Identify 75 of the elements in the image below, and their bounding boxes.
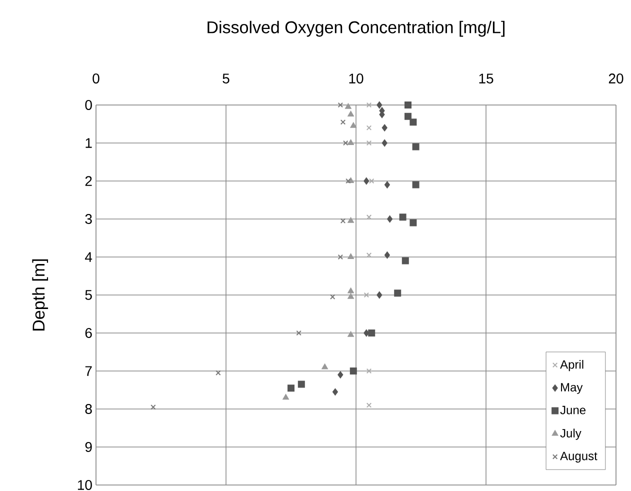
point <box>150 404 156 410</box>
x-axis-title: Dissolved Oxygen Concentration [mg/L] <box>208 20 505 37</box>
point <box>364 292 370 298</box>
point <box>382 124 388 132</box>
y-tick-label: 5 <box>85 290 92 300</box>
point <box>216 370 221 376</box>
point <box>382 140 388 147</box>
point <box>296 330 302 336</box>
point <box>387 216 393 223</box>
point <box>348 111 354 117</box>
point <box>366 125 372 130</box>
point <box>350 368 357 375</box>
point <box>384 181 390 188</box>
point <box>402 257 409 264</box>
point <box>298 380 305 388</box>
legend-label: May <box>561 383 583 394</box>
point <box>348 288 354 294</box>
point <box>288 384 294 392</box>
point <box>348 331 354 337</box>
point <box>366 402 372 408</box>
point <box>376 102 382 109</box>
y-tick-label: 4 <box>84 252 92 262</box>
point <box>410 219 417 226</box>
point <box>346 178 351 184</box>
y-tick-label: 3 <box>85 214 92 224</box>
point <box>364 330 370 337</box>
legend-label: June <box>560 406 586 414</box>
point <box>340 218 346 224</box>
y-tick-label: 0 <box>85 100 92 110</box>
y-tick-label: 1 <box>86 138 92 148</box>
point <box>345 103 352 109</box>
point <box>410 118 417 126</box>
point <box>350 122 357 128</box>
y-tick-label: 2 <box>85 176 92 186</box>
point <box>338 102 344 108</box>
x-tick-label: 20 <box>608 74 624 84</box>
point <box>368 178 374 184</box>
point <box>376 292 382 299</box>
y-tick-label: 8 <box>85 404 92 414</box>
point <box>364 178 370 185</box>
point <box>338 371 344 378</box>
point <box>412 181 420 188</box>
point <box>404 112 412 120</box>
y-axis-title: Depth [m] <box>32 259 48 330</box>
point <box>348 217 354 223</box>
x-tick-label: 10 <box>349 74 364 84</box>
point <box>394 290 402 297</box>
point <box>348 293 354 299</box>
point <box>366 368 372 374</box>
point <box>282 394 289 400</box>
point <box>342 140 348 146</box>
point <box>340 119 346 125</box>
y-tick-label: 10 <box>78 480 92 490</box>
legend-label: July <box>560 428 582 440</box>
point <box>348 254 354 260</box>
legend-label: April <box>560 360 584 372</box>
point <box>332 388 338 396</box>
x-tick-label: 5 <box>222 74 230 84</box>
legend-label: August <box>560 452 598 463</box>
point <box>366 140 372 146</box>
point <box>404 102 412 109</box>
point <box>399 214 406 221</box>
point <box>384 252 390 259</box>
x-tick-label: 0 <box>92 74 100 84</box>
y-tick-label: 9 <box>85 442 92 452</box>
point <box>330 294 336 300</box>
point <box>368 330 376 337</box>
point <box>348 140 354 146</box>
point <box>412 143 420 150</box>
y-tick-label: 7 <box>85 366 92 376</box>
point <box>366 102 372 108</box>
point <box>322 364 328 370</box>
point <box>338 254 344 260</box>
x-tick-label: 15 <box>479 74 494 84</box>
y-tick-label: 6 <box>85 328 92 338</box>
